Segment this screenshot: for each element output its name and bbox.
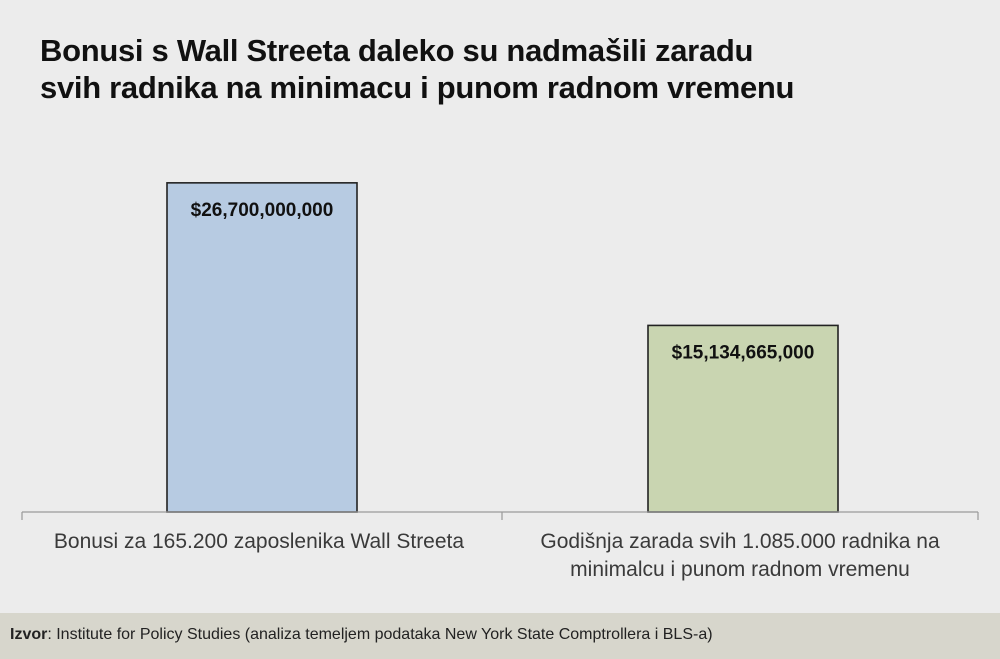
category-label-2: Godišnja zarada svih 1.085.000 radnika n… — [540, 530, 940, 581]
bar-value-label-1: $26,700,000,000 — [191, 200, 334, 221]
source-footer: Izvor: Institute for Policy Studies (ana… — [0, 613, 1000, 659]
category-label-1-line-1: Bonusi za 165.200 zaposlenika Wall Stree… — [54, 530, 464, 553]
bar-1 — [166, 182, 358, 513]
category-label-2-line-2: minimalcu i punom radnom vremenu — [570, 558, 910, 581]
chart-title-line-2: svih radnika na minimacu i punom radnom … — [40, 70, 795, 105]
bar-chart: $26,700,000,000 $15,134,665,000 Bonusi za … — [21, 182, 979, 581]
source-note: Izvor: Institute for Policy Studies (ana… — [10, 626, 713, 644]
category-label-2-line-1: Godišnja zarada svih 1.085.000 radnika n… — [540, 530, 940, 553]
category-label-1: Bonusi za 165.200 zaposlenika Wall Stree… — [54, 530, 464, 553]
bar-value-label-2: $15,134,665,000 — [672, 342, 815, 363]
chart-title: Bonusi s Wall Streeta daleko su nadmašil… — [40, 32, 940, 106]
source-text: : Institute for Policy Studies (analiza … — [47, 626, 713, 643]
source-label: Izvor — [10, 626, 48, 643]
chart-title-line-1: Bonusi s Wall Streeta daleko su nadmašil… — [40, 33, 754, 68]
